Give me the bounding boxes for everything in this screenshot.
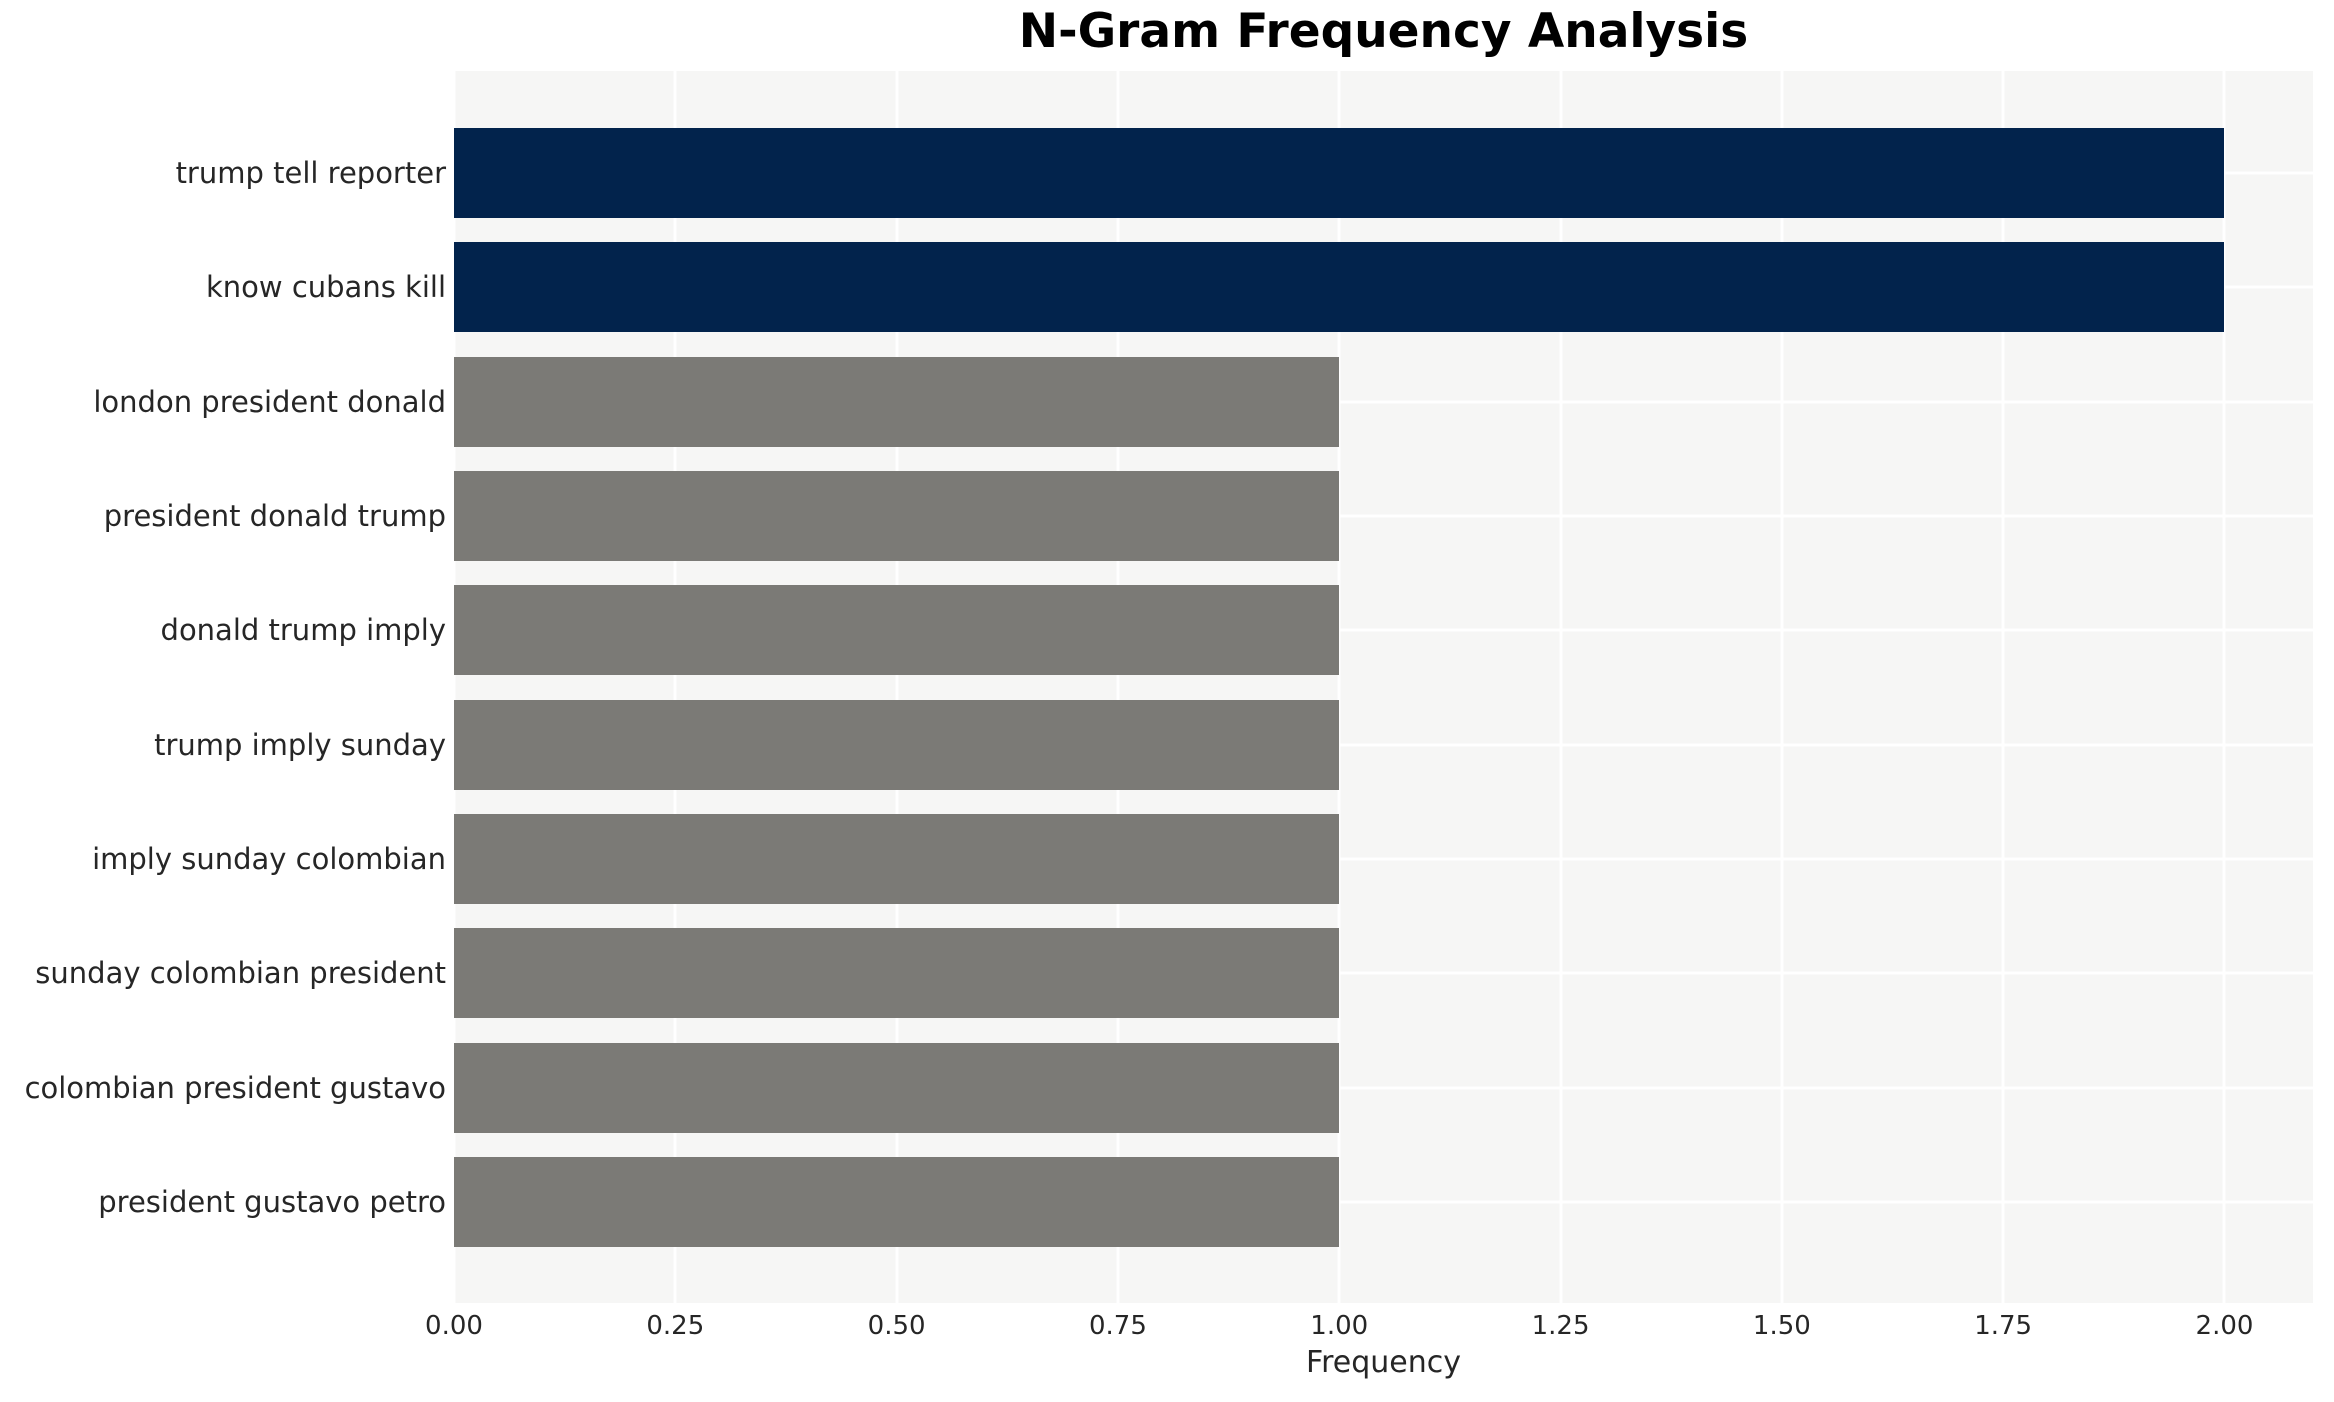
bar-row	[454, 573, 2313, 687]
y-tick-label: london president donald	[93, 384, 446, 419]
chart-title: N-Gram Frequency Analysis	[1018, 4, 1749, 59]
horizontal-gridline	[454, 971, 2313, 975]
vertical-gridline	[452, 71, 456, 1303]
vertical-gridline	[2222, 71, 2226, 1303]
x-tick-label: 1.25	[1531, 1311, 1590, 1341]
y-tick-label: president donald trump	[103, 499, 446, 534]
bar-row	[454, 230, 2313, 344]
y-tick-label: donald trump imply	[160, 613, 446, 648]
bar	[454, 471, 1340, 562]
bar	[454, 813, 1340, 904]
bar-row	[454, 802, 2313, 916]
bar	[454, 1042, 1340, 1133]
horizontal-gridline	[454, 743, 2313, 747]
y-tick-label: trump tell reporter	[175, 156, 446, 191]
horizontal-gridline	[454, 628, 2313, 632]
x-tick-label: 1.00	[1310, 1311, 1369, 1341]
bar-row	[454, 687, 2313, 801]
bar-row	[454, 1030, 2313, 1144]
vertical-gridline	[1337, 71, 1341, 1303]
y-tick-label: know cubans kill	[205, 270, 446, 305]
bar	[454, 242, 2225, 333]
x-tick-label: 2.00	[2195, 1311, 2254, 1341]
horizontal-gridline	[454, 400, 2313, 404]
vertical-gridline	[895, 71, 899, 1303]
x-tick-label: 0.25	[646, 1311, 705, 1341]
bar-row	[454, 345, 2313, 459]
x-tick-label: 0.00	[425, 1311, 483, 1341]
x-tick-label: 1.75	[1974, 1311, 2033, 1341]
bar-row	[454, 459, 2313, 573]
bar	[454, 928, 1340, 1019]
y-tick-label: president gustavo petro	[98, 1184, 446, 1219]
horizontal-gridline	[454, 857, 2313, 861]
horizontal-gridline	[454, 514, 2313, 518]
horizontal-gridline	[454, 1200, 2313, 1204]
x-tick-label: 1.50	[1752, 1311, 1811, 1341]
vertical-gridline	[673, 71, 677, 1303]
bar	[454, 699, 1340, 790]
bar	[454, 356, 1340, 447]
vertical-gridline	[1559, 71, 1563, 1303]
x-tick-label: 0.75	[1088, 1311, 1147, 1341]
vertical-gridline	[1116, 71, 1120, 1303]
x-axis-ticks: 0.00 0.25 0.50 0.75 1.00 1.25 1.50 1.75 2.00	[425, 1311, 2313, 1349]
vertical-gridline	[1780, 71, 1784, 1303]
y-axis-labels: trump tell reporter know cubans kill londo…	[0, 116, 446, 1259]
bar-row	[454, 916, 2313, 1030]
y-tick-label: imply sunday colombian	[92, 841, 446, 876]
y-tick-label: sunday colombian president	[35, 956, 446, 991]
vertical-gridlines	[452, 71, 2313, 1303]
x-axis-title: Frequency	[1306, 1345, 1461, 1380]
bars-layer	[454, 116, 2313, 1259]
bar	[454, 585, 1340, 676]
horizontal-gridline	[454, 1086, 2313, 1090]
bar	[454, 1156, 1340, 1247]
y-tick-label: trump imply sunday	[154, 727, 446, 762]
x-tick-label: 0.50	[867, 1311, 926, 1341]
plot-area	[452, 71, 2313, 1303]
bar-row	[454, 1145, 2313, 1259]
bar	[454, 128, 2225, 219]
vertical-gridline	[2001, 71, 2005, 1303]
y-tick-label: colombian president gustavo	[24, 1070, 446, 1105]
bar-row	[454, 116, 2313, 230]
